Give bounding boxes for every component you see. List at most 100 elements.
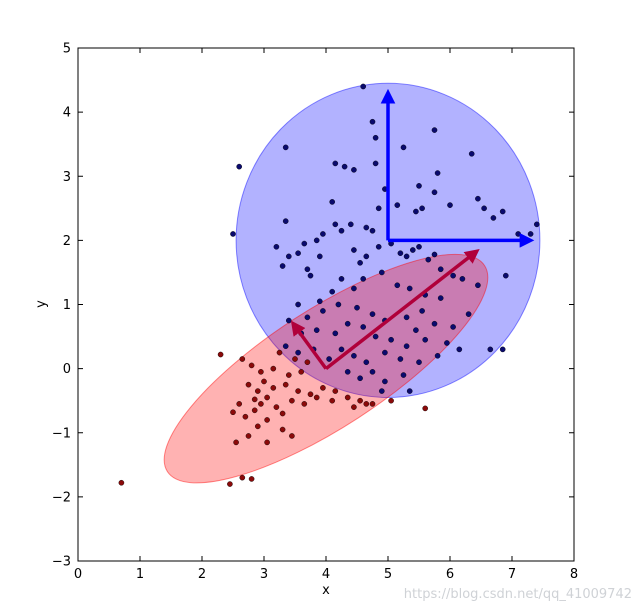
blue-data-point <box>434 352 441 359</box>
blue-data-point <box>403 253 410 260</box>
blue-data-point <box>378 388 385 394</box>
blue-data-point <box>465 311 472 317</box>
blue-data-point <box>416 243 422 250</box>
blue-data-point <box>490 215 497 221</box>
blue-data-point <box>394 282 401 289</box>
red-data-point <box>313 394 320 401</box>
blue-data-point <box>468 151 475 157</box>
blue-data-point <box>431 127 438 133</box>
blue-data-point <box>409 247 416 253</box>
blue-data-point <box>382 349 388 356</box>
blue-data-point <box>351 352 357 359</box>
red-data-point <box>270 385 277 391</box>
red-axis-arrow <box>290 320 328 370</box>
blue-data-point <box>295 250 301 256</box>
blue-data-point <box>326 356 332 362</box>
blue-data-point <box>351 247 357 253</box>
blue-data-point <box>360 276 367 282</box>
x-tick-label: 3 <box>260 567 268 582</box>
red-data-point <box>320 385 326 391</box>
red-data-point <box>270 365 277 372</box>
blue-data-point <box>344 369 351 375</box>
blue-data-point <box>363 359 370 366</box>
blue-data-point <box>338 346 345 353</box>
blue-data-point <box>363 253 370 260</box>
blue-data-point <box>487 346 494 353</box>
blue-data-point <box>481 205 487 212</box>
blue-data-point <box>475 195 481 202</box>
blue-data-point <box>338 227 345 234</box>
blue-data-point <box>434 170 441 176</box>
blue-data-point <box>419 205 425 212</box>
red-data-point <box>285 372 292 378</box>
blue-data-point <box>307 272 314 279</box>
blue-data-point <box>431 189 438 196</box>
red-data-point <box>279 426 286 433</box>
x-tick-label: 7 <box>508 567 516 582</box>
blue-data-point <box>437 266 444 273</box>
blue-data-point <box>375 205 382 212</box>
blue-data-point <box>388 336 394 343</box>
red-data-point <box>422 405 429 412</box>
blue-data-point <box>406 388 413 394</box>
plot-background <box>78 48 574 561</box>
x-tick-label: 8 <box>570 567 578 582</box>
blue-data-point <box>273 243 280 250</box>
y-tick-label: −2 <box>52 490 71 505</box>
blue-data-point <box>360 83 367 90</box>
blue-data-point <box>416 359 422 366</box>
blue-data-point <box>400 372 407 378</box>
red-data-point <box>254 388 261 394</box>
blue-data-point <box>332 330 339 337</box>
red-data-point <box>351 404 357 410</box>
red-data-point <box>264 417 270 423</box>
red-data-point <box>363 401 370 407</box>
red-data-point <box>273 404 280 410</box>
blue-data-point <box>329 199 336 205</box>
y-tick-label: 0 <box>63 362 71 377</box>
blue-data-point <box>313 237 320 244</box>
blue-data-point <box>351 167 357 173</box>
y-tick-label: −3 <box>52 555 71 570</box>
blue-data-point <box>354 304 360 311</box>
y-tick-label: 4 <box>63 106 71 121</box>
red-data-point <box>236 401 242 407</box>
red-data-point <box>261 378 267 385</box>
red-data-point <box>264 394 270 401</box>
blue-data-point <box>351 285 357 292</box>
x-tick-label: 4 <box>322 567 330 582</box>
blue-data-point <box>425 256 432 263</box>
red-data-point <box>227 481 233 487</box>
blue-data-point <box>285 317 292 324</box>
blue-data-point <box>527 231 534 237</box>
red-data-point <box>344 394 351 401</box>
red-data-point <box>239 356 246 362</box>
blue-data-point <box>332 221 339 228</box>
blue-data-point <box>394 202 401 208</box>
red-data-point <box>248 362 255 369</box>
blue-data-point <box>369 311 376 317</box>
blue-data-point <box>320 231 326 237</box>
blue-data-point <box>499 346 506 353</box>
blue-data-point <box>285 253 292 260</box>
y-tick-label: 2 <box>63 234 71 249</box>
red-data-point <box>282 381 289 388</box>
red-data-point <box>307 391 314 398</box>
blue-data-point <box>329 288 336 295</box>
red-data-point <box>357 397 363 404</box>
red-data-point <box>289 433 295 439</box>
red-data-point <box>301 401 308 407</box>
red-data-point <box>292 356 298 362</box>
blue-data-point <box>450 324 456 330</box>
red-data-point <box>245 381 252 388</box>
blue-data-point <box>475 282 481 289</box>
blue-data-point <box>304 266 311 273</box>
blue-data-point <box>413 208 419 215</box>
red-data-point <box>251 407 258 414</box>
blue-data-point <box>316 298 323 305</box>
blue-data-point <box>372 333 379 340</box>
blue-data-point <box>335 301 342 308</box>
blue-data-point <box>369 227 376 234</box>
red-data-point <box>118 479 125 486</box>
red-data-point <box>233 439 239 446</box>
